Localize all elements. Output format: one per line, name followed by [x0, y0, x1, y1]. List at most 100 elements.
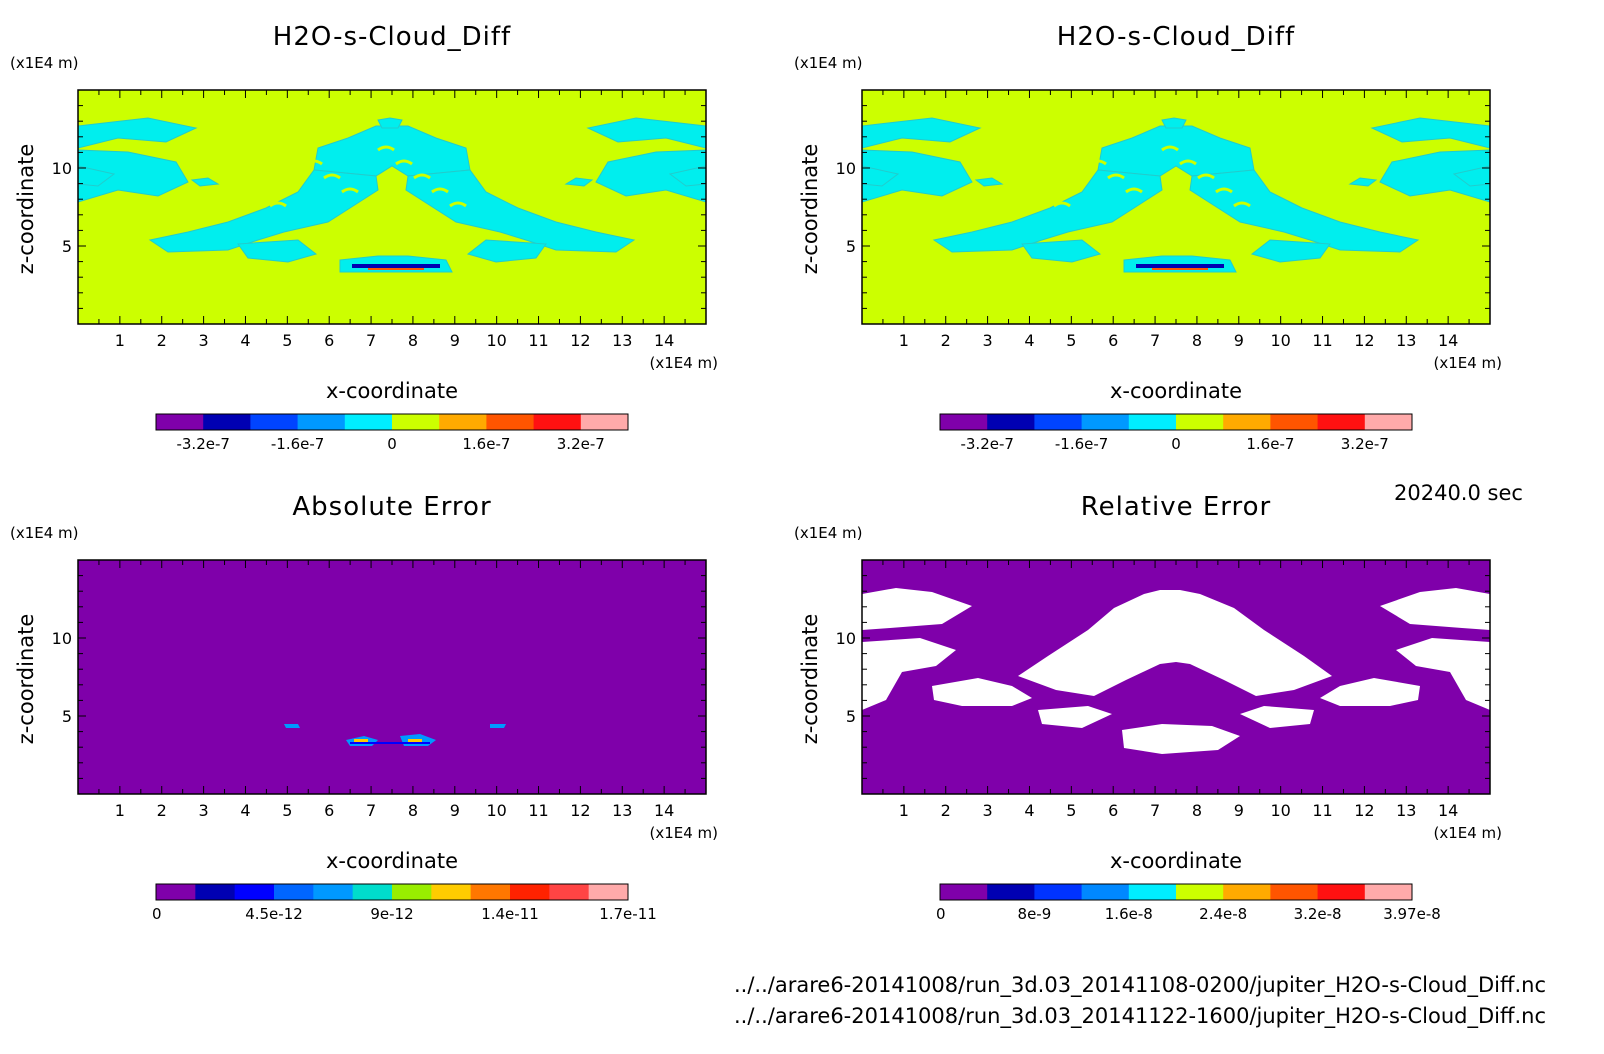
source-file-1: ../../arare6-20141008/run_3d.03_20141108…	[734, 973, 1546, 997]
field-region	[1370, 117, 1490, 149]
y-tick-label: 10	[52, 629, 72, 648]
colorbar-swatch	[274, 884, 314, 900]
chart-panel-1: H2O-s-Cloud_Diff(x1E4 m)1 2 3 4 5 6 7 8 9 10 11 12 1…	[10, 22, 718, 453]
field-contour	[323, 173, 341, 180]
x-tick-label: 12	[1354, 331, 1374, 350]
x-unit-label: (x1E4 m)	[649, 824, 718, 842]
field-region	[862, 638, 956, 710]
x-tick-label: 12	[570, 801, 590, 820]
field-layer	[284, 724, 506, 746]
x-tick-label: 13	[1396, 331, 1416, 350]
x-tick-label: 2	[941, 801, 951, 820]
x-tick-label: 13	[612, 801, 632, 820]
field-region	[78, 149, 189, 203]
x-tick-label: 11	[528, 331, 548, 350]
x-tick-label: 9	[450, 331, 460, 350]
colorbar-swatch	[1176, 884, 1224, 900]
colorbar: -3.2e-7 -1.6e-7 0 1.6e-7 3.2e-7	[155, 413, 629, 453]
field-contour	[1053, 201, 1071, 208]
x-axis-label: x-coordinate	[1110, 379, 1242, 403]
x-unit-label: (x1E4 m)	[1433, 824, 1502, 842]
x-tick-label: 14	[1438, 801, 1458, 820]
field-contour	[1089, 159, 1107, 166]
field-region	[237, 239, 318, 263]
colorbar-swatch	[987, 884, 1035, 900]
field-detail	[408, 739, 422, 742]
field-contour	[467, 145, 485, 152]
x-tick-label: 8	[408, 801, 418, 820]
field-region	[1189, 169, 1420, 253]
colorbar-swatch	[156, 884, 196, 900]
field-region	[284, 724, 300, 728]
field-contour	[1287, 173, 1305, 180]
field-region	[1320, 678, 1420, 706]
colorbar-swatch	[987, 414, 1035, 430]
field-detail	[350, 742, 430, 744]
colorbar-swatch	[250, 414, 299, 430]
y-axis-label: z-coordinate	[14, 614, 38, 745]
x-unit-label: (x1E4 m)	[1433, 354, 1502, 372]
source-file-2: ../../arare6-20141008/run_3d.03_20141122…	[734, 1004, 1546, 1028]
field-region	[1380, 588, 1490, 630]
colorbar: -3.2e-7 -1.6e-7 0 1.6e-7 3.2e-7	[939, 413, 1413, 453]
x-tick-label: 10	[486, 801, 506, 820]
x-tick-label: 5	[282, 801, 292, 820]
y-unit-label: (x1E4 m)	[10, 524, 79, 542]
x-tick-label: 9	[1234, 331, 1244, 350]
x-tick-label: 13	[1396, 801, 1416, 820]
colorbar-label: 4.5e-12	[245, 905, 303, 923]
field-layer	[862, 117, 1490, 273]
field-region	[78, 117, 198, 149]
field-layer	[78, 117, 706, 273]
y-axis-label: z-coordinate	[14, 144, 38, 275]
x-tick-label: 5	[282, 331, 292, 350]
x-tick-label: 14	[654, 331, 674, 350]
x-tick-label: 10	[1270, 801, 1290, 820]
colorbar-swatch	[1081, 884, 1130, 900]
x-tick-label: 5	[1066, 331, 1076, 350]
colorbar-swatch	[1081, 414, 1130, 430]
field-region	[668, 165, 706, 187]
field-contour	[999, 159, 1017, 166]
colorbar-swatch	[486, 414, 535, 430]
field-region	[932, 169, 1163, 253]
colorbar-label: 3.97e-8	[1383, 905, 1441, 923]
x-axis-label: x-coordinate	[1110, 849, 1242, 873]
field-region	[1018, 590, 1332, 696]
y-tick-label: 5	[846, 707, 856, 726]
colorbar-label: 8e-9	[1018, 905, 1052, 923]
field-contour	[449, 201, 467, 208]
x-tick-label: 4	[1024, 801, 1034, 820]
x-tick-label: 12	[1354, 801, 1374, 820]
y-tick-label: 5	[62, 707, 72, 726]
colorbar-swatch	[1034, 884, 1083, 900]
field-contour	[1179, 159, 1197, 166]
chart-panel-2: H2O-s-Cloud_Diff(x1E4 m)1 2 3 4 5 6 7 8 9 10 11 12 1…	[794, 22, 1502, 453]
x-tick-label: 12	[570, 331, 590, 350]
simulation-time: 20240.0 sec	[1394, 481, 1523, 505]
colorbar-swatch	[297, 414, 346, 430]
field-contour	[251, 187, 269, 194]
x-tick-label: 10	[486, 331, 506, 350]
chart-title: H2O-s-Cloud_Diff	[1057, 22, 1295, 52]
x-tick-label: 6	[1108, 331, 1118, 350]
field-region	[1379, 149, 1490, 203]
y-unit-label: (x1E4 m)	[794, 54, 863, 72]
field-region	[1240, 706, 1314, 728]
colorbar-label: 0	[936, 905, 946, 923]
field-contour	[413, 173, 431, 180]
field-region	[564, 177, 594, 187]
x-tick-label: 4	[240, 801, 250, 820]
colorbar: 0 4.5e-12 9e-12 1.4e-11 1.7e-11	[152, 883, 657, 923]
colorbar-label: -3.2e-7	[176, 435, 229, 453]
plot-background	[78, 560, 706, 794]
field-contour	[1143, 201, 1161, 208]
colorbar-swatch	[588, 884, 629, 900]
field-region	[932, 678, 1032, 706]
field-region	[1161, 117, 1187, 129]
chart-panel-4: Relative Error(x1E4 m)1 2 3 4 5 6 7 8 9 10 11 12 13 1…	[794, 492, 1502, 923]
colorbar-label: 1.6e-7	[1246, 435, 1294, 453]
